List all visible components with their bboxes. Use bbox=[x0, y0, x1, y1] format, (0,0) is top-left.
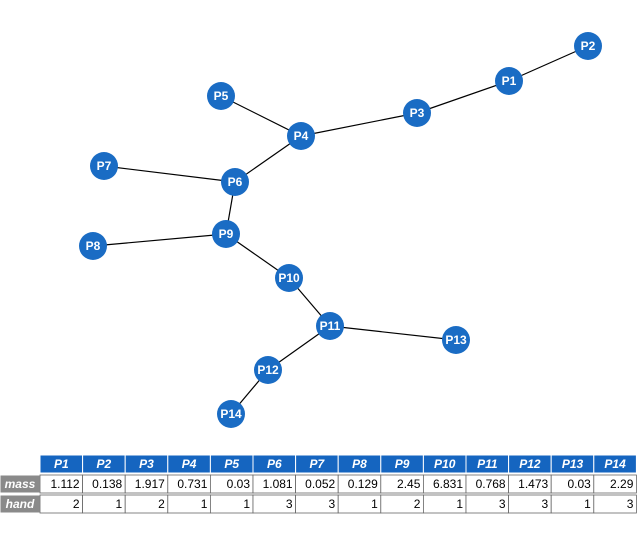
node bbox=[287, 122, 315, 150]
edge bbox=[300, 112, 418, 137]
cell: 3 bbox=[627, 497, 634, 511]
column-header: P6 bbox=[267, 457, 282, 471]
edge bbox=[220, 95, 302, 137]
column-header: P14 bbox=[604, 457, 626, 471]
column-header: P4 bbox=[182, 457, 197, 471]
node bbox=[574, 32, 602, 60]
node-label: P6 bbox=[228, 175, 243, 189]
cell: 3 bbox=[542, 497, 549, 511]
edge bbox=[103, 165, 236, 183]
cell: 0.768 bbox=[476, 477, 506, 491]
node-label: P9 bbox=[219, 227, 234, 241]
node-label: P12 bbox=[257, 363, 279, 377]
node bbox=[217, 400, 245, 428]
cell: 0.03 bbox=[227, 477, 251, 491]
cell: 3 bbox=[329, 497, 336, 511]
cell: 2.29 bbox=[610, 477, 634, 491]
column-header: P5 bbox=[224, 457, 239, 471]
row-header: hand bbox=[6, 497, 35, 511]
edge bbox=[508, 45, 589, 82]
cell: 1.473 bbox=[518, 477, 548, 491]
column-header: P1 bbox=[54, 457, 69, 471]
cell: 1.112 bbox=[50, 477, 79, 491]
column-header: P12 bbox=[519, 457, 541, 471]
node-label: P11 bbox=[320, 319, 341, 333]
edge bbox=[92, 233, 227, 247]
cell: 3 bbox=[286, 497, 293, 511]
node bbox=[275, 264, 303, 292]
column-header: P13 bbox=[562, 457, 584, 471]
cell: 2 bbox=[158, 497, 165, 511]
node-label: P8 bbox=[86, 239, 101, 253]
node-label: P14 bbox=[220, 407, 242, 421]
column-header: P3 bbox=[139, 457, 154, 471]
edge bbox=[329, 325, 457, 341]
column-header: P10 bbox=[434, 457, 456, 471]
cell-box bbox=[593, 494, 637, 514]
node-label: P3 bbox=[410, 106, 425, 120]
cell: 1 bbox=[456, 497, 463, 511]
node bbox=[79, 232, 107, 260]
cell: 1 bbox=[201, 497, 208, 511]
header-cell bbox=[593, 454, 637, 474]
cell: 0.731 bbox=[177, 477, 207, 491]
node bbox=[221, 168, 249, 196]
row-header: mass bbox=[5, 477, 36, 491]
cell: 2 bbox=[414, 497, 421, 511]
node-label: P13 bbox=[445, 333, 467, 347]
cell: 1.917 bbox=[135, 477, 165, 491]
node bbox=[207, 82, 235, 110]
node bbox=[90, 152, 118, 180]
cell: 1 bbox=[371, 497, 378, 511]
cell: 6.831 bbox=[433, 477, 463, 491]
cell: 1 bbox=[584, 497, 591, 511]
nodes: P1 P2 P3 P4 P5 P6 P7 P8 P9 P10 P11 P12 P13 P14 bbox=[79, 32, 602, 428]
cell-box bbox=[593, 474, 637, 494]
node-label: P2 bbox=[581, 39, 596, 53]
cell: 0.129 bbox=[348, 477, 378, 491]
node bbox=[403, 99, 431, 127]
data-table: P1 P2 P3 P4 P5 P6 P7 P8 P9 P10 P11 P12 P13 P14 mass 1.1… bbox=[0, 454, 637, 514]
node bbox=[316, 312, 344, 340]
column-header: P9 bbox=[395, 457, 410, 471]
cell: 2 bbox=[73, 497, 80, 511]
node bbox=[254, 356, 282, 384]
edge bbox=[416, 80, 510, 114]
edges bbox=[92, 45, 589, 415]
node bbox=[212, 220, 240, 248]
node-label: P7 bbox=[97, 159, 112, 173]
node-label: P4 bbox=[294, 129, 309, 143]
cell: 0.052 bbox=[305, 477, 335, 491]
column-header: P11 bbox=[477, 457, 498, 471]
node-label: P10 bbox=[278, 271, 300, 285]
cell: 1 bbox=[243, 497, 250, 511]
cell: 1 bbox=[116, 497, 123, 511]
cell: 0.138 bbox=[92, 477, 122, 491]
node bbox=[442, 326, 470, 354]
cell: 2.45 bbox=[397, 477, 421, 491]
node-label: P5 bbox=[214, 89, 229, 103]
cell: 3 bbox=[499, 497, 506, 511]
cell: 0.03 bbox=[567, 477, 591, 491]
column-header: P7 bbox=[310, 457, 326, 471]
cell: 1.081 bbox=[263, 477, 293, 491]
node-label: P1 bbox=[502, 74, 517, 88]
column-header: P8 bbox=[352, 457, 367, 471]
node bbox=[495, 67, 523, 95]
column-header: P2 bbox=[97, 457, 112, 471]
